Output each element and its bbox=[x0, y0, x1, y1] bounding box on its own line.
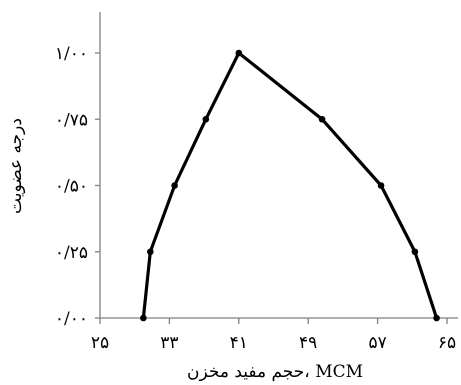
data-point bbox=[140, 314, 147, 322]
x-tick-label: ۳۳ bbox=[160, 333, 178, 353]
data-point bbox=[411, 248, 419, 256]
series-line bbox=[141, 51, 439, 319]
x-tick-label: ۴۱ bbox=[230, 333, 248, 353]
data-point bbox=[147, 248, 154, 256]
x-tick-label: ۲۵ bbox=[91, 333, 109, 353]
y-tick-label: ۱/۰۰ bbox=[55, 44, 88, 64]
series bbox=[140, 49, 440, 322]
x-axis-ticks: ۲۵ ۳۳ ۴۱ ۴۹ ۵۷ ۶۵ bbox=[91, 318, 456, 353]
data-point bbox=[433, 314, 440, 322]
data-point bbox=[235, 49, 243, 57]
x-tick-label: ۵۷ bbox=[368, 333, 386, 353]
y-tick-label: ۰/۲۵ bbox=[55, 243, 88, 263]
data-point bbox=[377, 182, 385, 189]
data-point bbox=[171, 182, 178, 189]
y-axis-ticks: ۰/۰۰ ۰/۲۵ ۰/۵۰ ۰/۷۵ ۱/۰۰ bbox=[55, 44, 100, 329]
y-tick-label: ۰/۰۰ bbox=[55, 309, 88, 329]
axes bbox=[99, 12, 458, 319]
x-tick-label: ۶۵ bbox=[438, 333, 456, 353]
data-point bbox=[318, 115, 326, 123]
x-tick-label: ۴۹ bbox=[299, 333, 317, 353]
x-axis-title: حجم مفید مخزن، MCM bbox=[187, 362, 363, 382]
data-point bbox=[202, 115, 210, 123]
y-axis-title: درجه عضویت bbox=[6, 118, 26, 214]
y-tick-label: ۰/۵۰ bbox=[55, 177, 88, 197]
y-tick-label: ۰/۷۵ bbox=[55, 110, 88, 130]
